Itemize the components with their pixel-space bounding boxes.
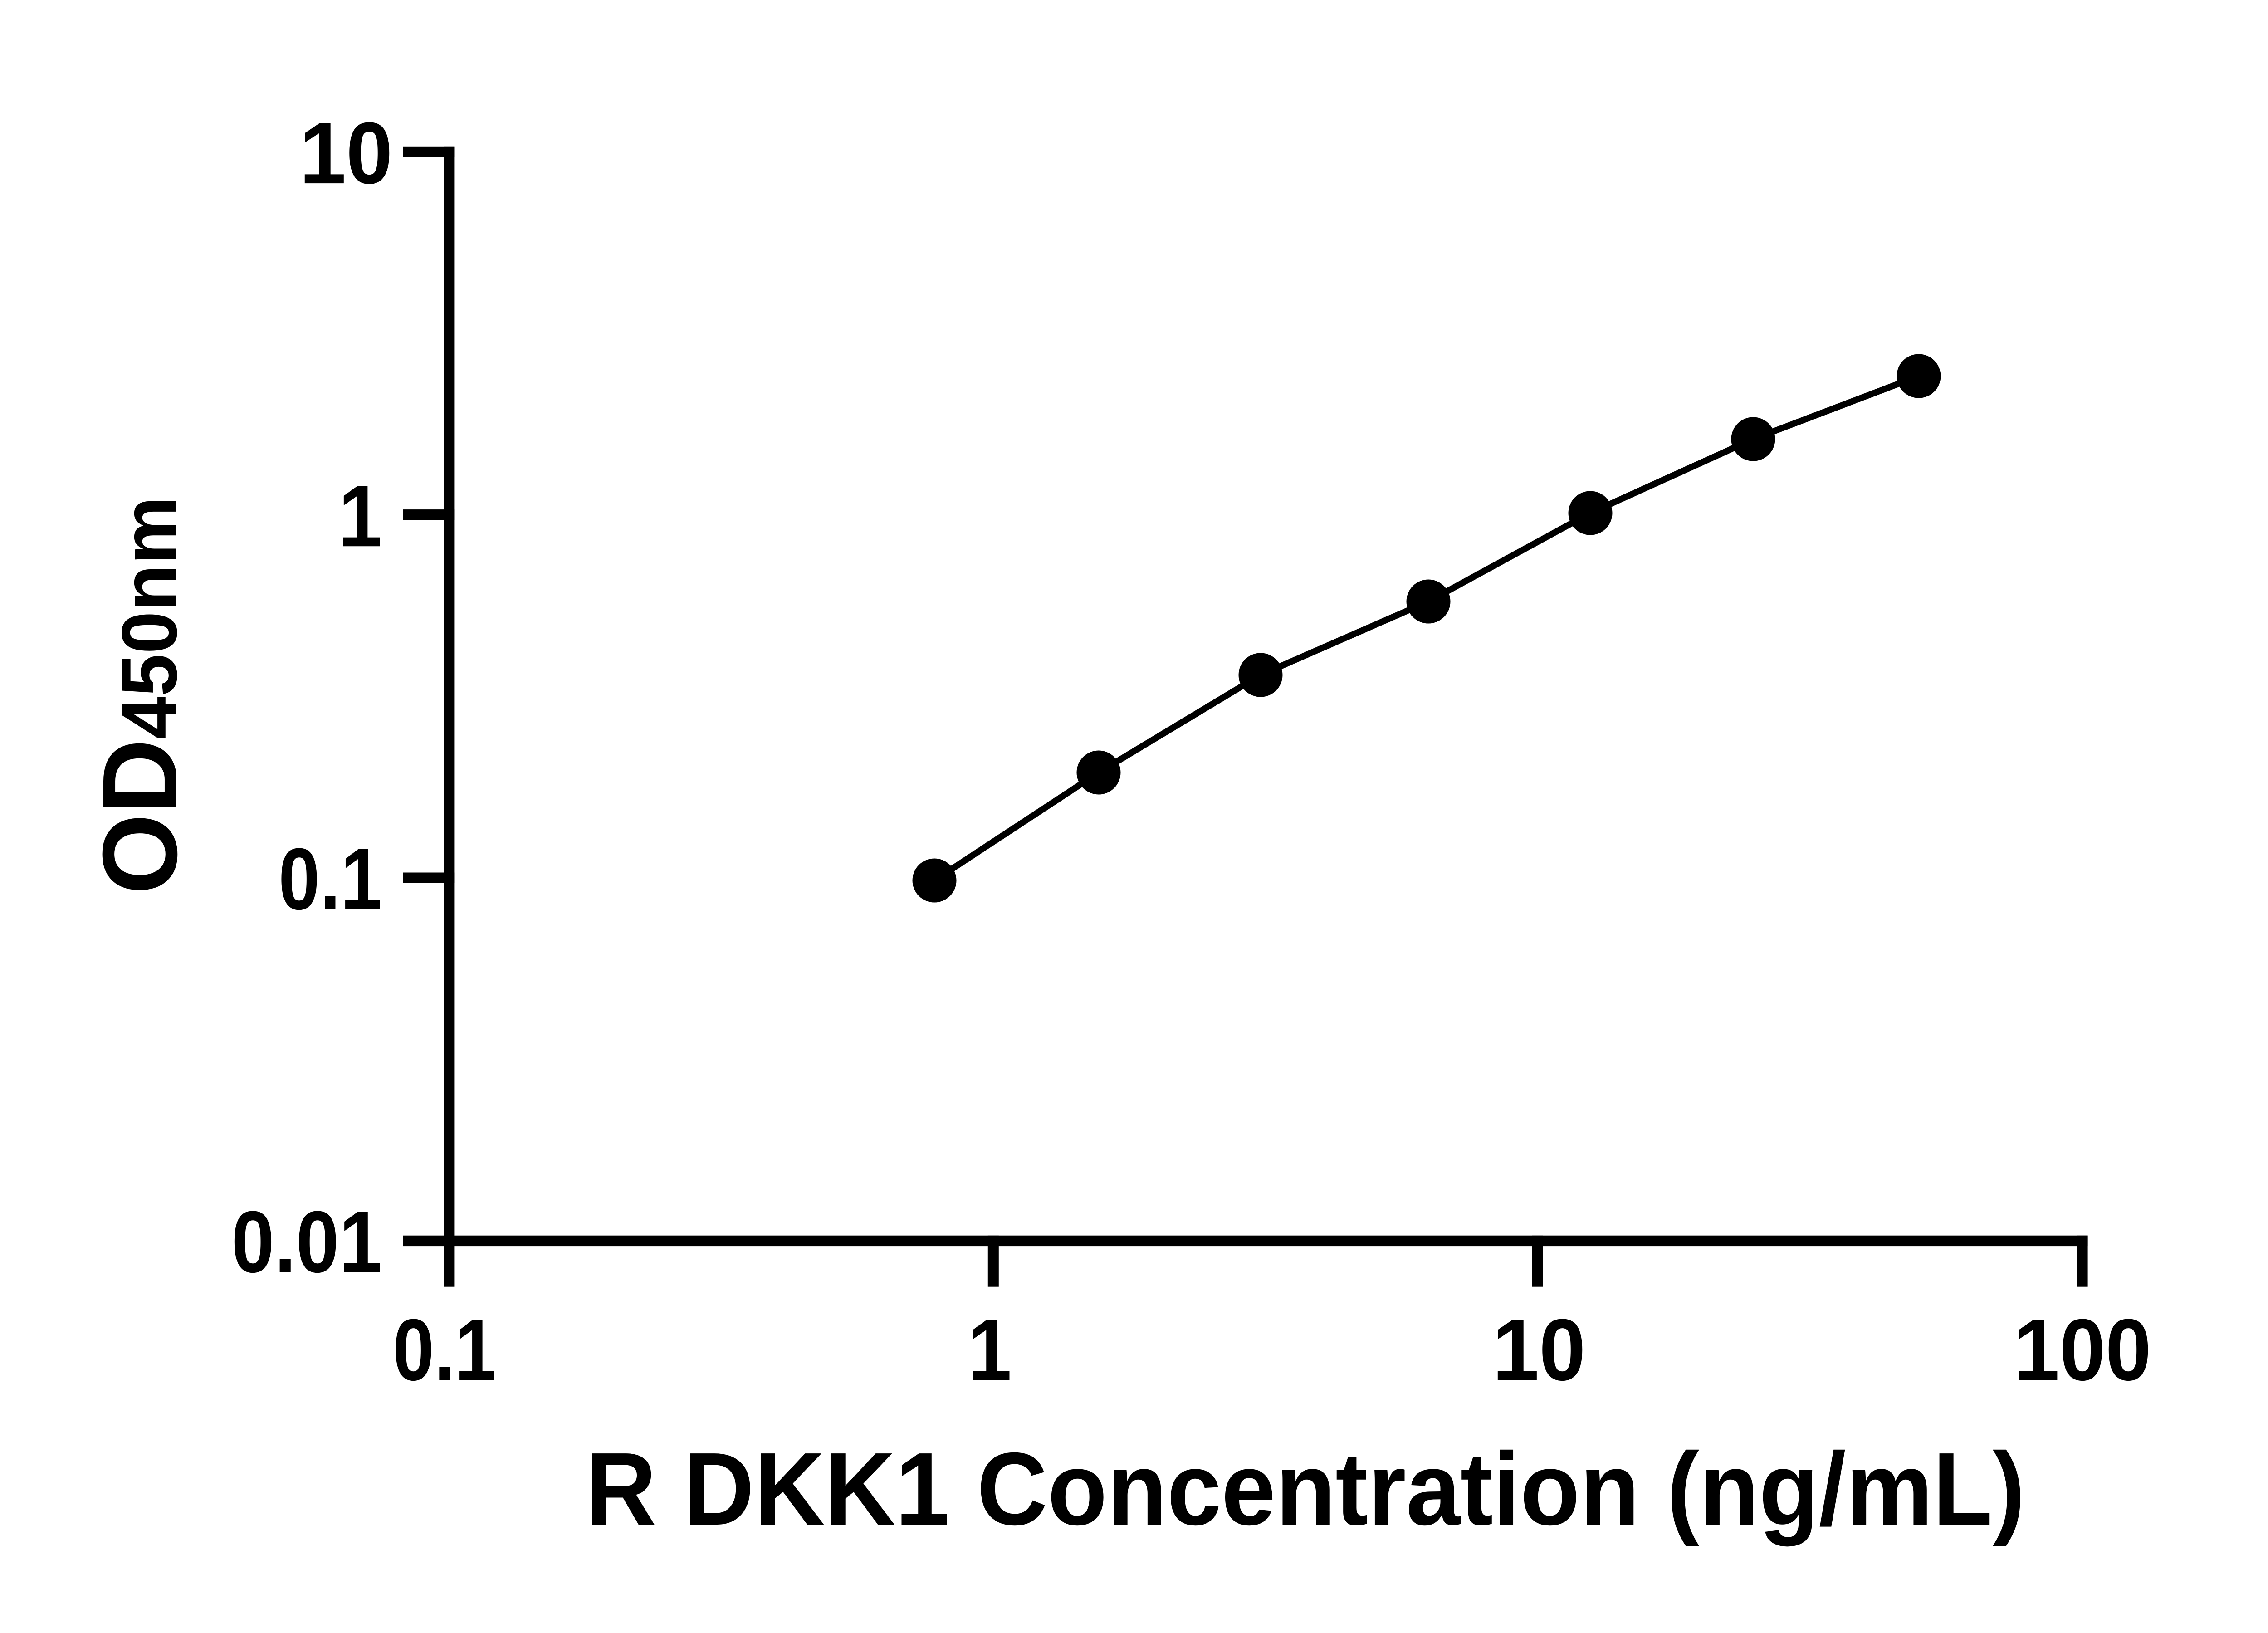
svg-text:0.1: 0.1: [279, 830, 382, 928]
svg-text:0.1: 0.1: [393, 1301, 496, 1399]
svg-text:OD450nm: OD450nm: [80, 496, 199, 894]
svg-text:100: 100: [2014, 1301, 2151, 1398]
svg-text:10: 10: [299, 104, 393, 202]
svg-text:R DKK1 Concentration (ng/mL): R DKK1 Concentration (ng/mL): [586, 1431, 2025, 1547]
svg-text:10: 10: [1492, 1301, 1586, 1399]
svg-text:1: 1: [968, 1301, 1012, 1398]
svg-text:0.01: 0.01: [231, 1193, 382, 1291]
svg-text:1: 1: [338, 467, 382, 565]
